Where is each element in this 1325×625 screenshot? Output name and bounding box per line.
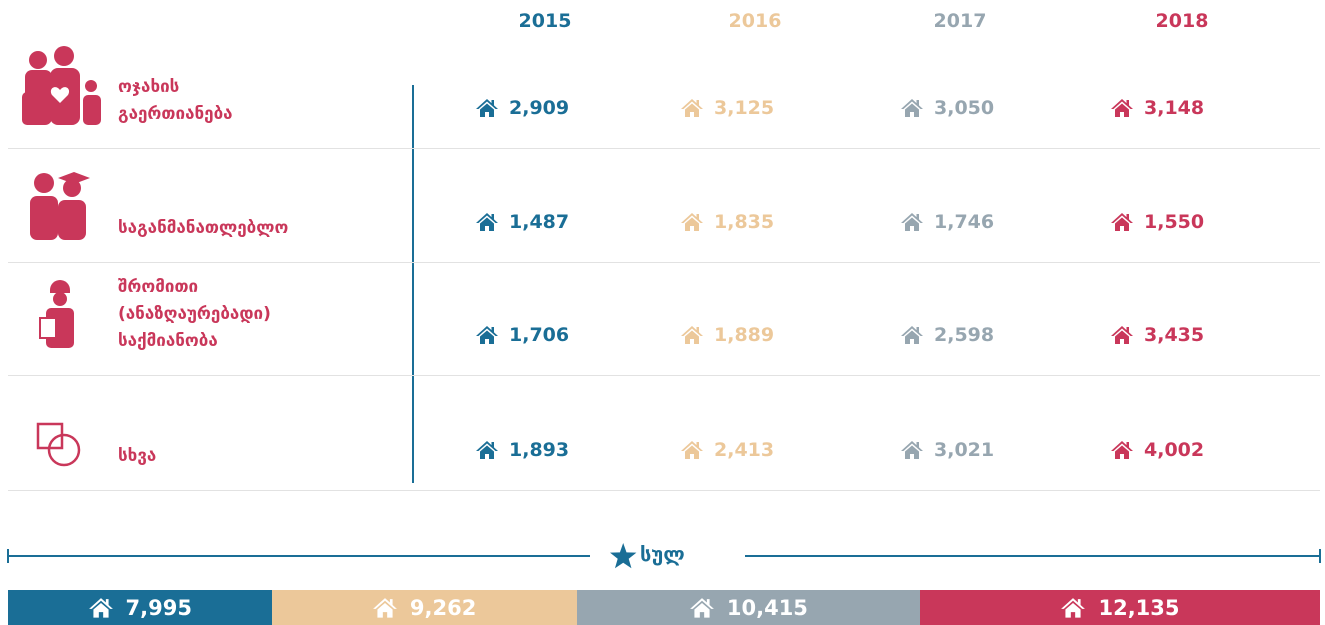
house-icon [475,98,499,118]
total-value: 7,995 [125,595,192,620]
value: 1,487 [509,211,570,233]
year-header: 2016 [728,10,782,32]
row-label: სხვა [118,446,157,466]
value-cell: 1,835 [680,207,774,237]
value: 2,909 [509,97,570,119]
value: 3,435 [1144,324,1205,346]
house-icon [372,597,398,619]
house-icon [1110,212,1134,232]
row-label: შრომითი (ანაზღაურებადი) საქმიანობა [118,277,271,351]
value: 1,889 [714,324,775,346]
house-icon [88,597,114,619]
value-cell: 3,021 [900,435,994,465]
value: 3,050 [934,97,995,119]
row-label: საგანმანათლებლო [118,218,289,238]
house-icon [900,98,924,118]
worker-icon [39,280,74,348]
house-icon [475,440,499,460]
value: 1,746 [934,211,995,233]
house-icon [680,440,704,460]
value-cell: 4,002 [1110,435,1204,465]
value-cell: 1,550 [1110,207,1204,237]
total-bar: 10,415 [576,590,921,625]
value-cell: 2,909 [475,93,569,123]
family-icon [22,46,101,125]
value: 1,706 [509,324,570,346]
year-header: 2017 [933,10,987,32]
value-cell: 3,050 [900,93,994,123]
house-icon [900,325,924,345]
house-icon [689,597,715,619]
value: 1,835 [714,211,775,233]
house-icon [475,212,499,232]
house-icon [680,212,704,232]
row-separator [8,262,1320,263]
value: 2,598 [934,324,995,346]
other-icon [36,422,81,467]
value: 3,148 [1144,97,1205,119]
value: 3,021 [934,439,995,461]
value-cell: 2,598 [900,320,994,350]
value-cell: 1,893 [475,435,569,465]
total-bar: 7,995 [8,590,272,625]
value-cell: 1,746 [900,207,994,237]
house-icon [1110,325,1134,345]
house-icon [475,325,499,345]
house-icon [900,440,924,460]
total-bar: 9,262 [271,590,577,625]
house-icon [1110,98,1134,118]
value-cell: 3,125 [680,93,774,123]
row-label: ოჯახის გაერთიანება [118,77,233,124]
row-separator [8,375,1320,376]
value-cell: 2,413 [680,435,774,465]
house-icon [1060,597,1086,619]
row-separator [8,490,1320,491]
year-header: 2018 [1155,10,1209,32]
value-cell: 3,148 [1110,93,1204,123]
house-icon [900,212,924,232]
star-icon [610,543,637,569]
total-value: 12,135 [1098,595,1180,620]
value: 2,413 [714,439,775,461]
house-icon [1110,440,1134,460]
row-separator [8,148,1320,149]
value-cell: 1,487 [475,207,569,237]
value: 1,550 [1144,211,1205,233]
value-cell: 1,706 [475,320,569,350]
year-header: 2015 [518,10,572,32]
education-icon [30,172,90,240]
total-value: 9,262 [409,595,477,620]
total-value: 10,415 [726,595,808,620]
value-cell: 1,889 [680,320,774,350]
value: 4,002 [1144,439,1205,461]
totals-label: სულ [640,542,685,566]
value: 3,125 [714,97,775,119]
value: 1,893 [509,439,570,461]
value-cell: 3,435 [1110,320,1204,350]
total-bar: 12,135 [920,590,1320,625]
house-icon [680,325,704,345]
house-icon [680,98,704,118]
